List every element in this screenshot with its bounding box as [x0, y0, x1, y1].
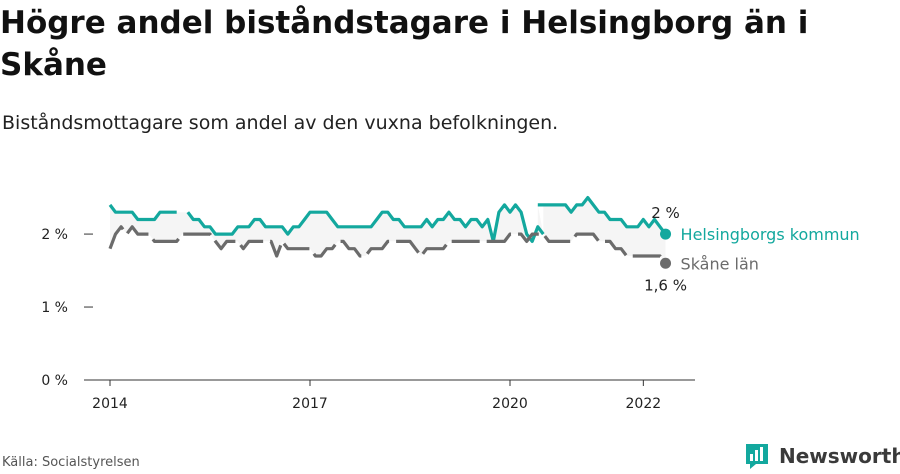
skane-line — [108, 225, 667, 265]
helsingborg-line — [186, 203, 545, 243]
y-tick-label: 2 % — [41, 227, 68, 243]
helsingborg-line — [537, 196, 667, 236]
helsingborg-series-label: Helsingborgs kommun — [681, 225, 860, 244]
chart-title: Högre andel biståndstagare i Helsingborg… — [0, 5, 809, 83]
x-tick-label: 2014 — [92, 396, 128, 412]
helsingborg-end-value: 2 % — [651, 204, 680, 222]
range-band — [110, 197, 666, 264]
x-tick-label: 2020 — [492, 396, 528, 412]
helsingborg-line — [108, 203, 177, 222]
x-axis: 2014 2017 2020 2022 — [90, 379, 695, 412]
brand-name: Newsworthy — [779, 444, 900, 468]
y-axis: 0 % 1 % 2 % — [41, 227, 93, 389]
brand-logo[interactable]: Newsworthy — [744, 440, 900, 472]
series-lines — [108, 196, 667, 265]
source-note: Källa: Socialstyrelsen — [2, 455, 140, 470]
range-band-layer — [110, 197, 666, 264]
skane-series-label: Skåne län — [681, 254, 759, 273]
helsingborg-end-point — [660, 228, 672, 240]
series-labels: 2 %Helsingborgs kommun 1,6 % Skåne län — [644, 204, 860, 294]
chart-subtitle: Biståndsmottagare som andel av den vuxna… — [2, 112, 559, 134]
newsworthy-logo-icon — [746, 444, 768, 469]
y-tick-label: 0 % — [41, 373, 68, 389]
y-tick-label: 1 % — [41, 300, 68, 316]
x-tick-label: 2022 — [626, 396, 662, 412]
skane-end-value: 1,6 % — [644, 276, 687, 294]
skane-end-point — [660, 257, 672, 269]
x-tick-label: 2017 — [292, 396, 328, 412]
